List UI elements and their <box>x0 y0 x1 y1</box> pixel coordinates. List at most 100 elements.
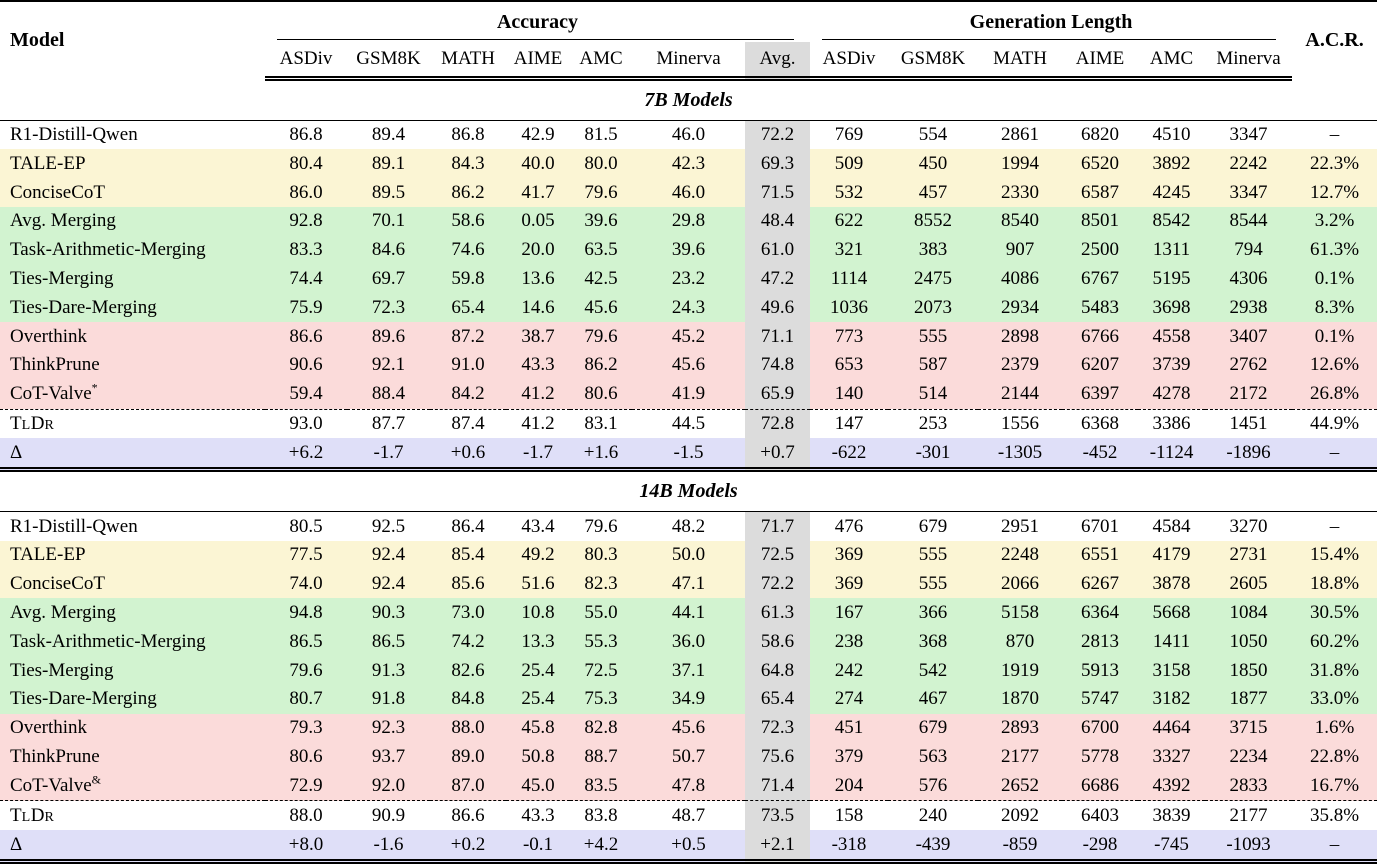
accuracy-cell: 48.4 <box>745 207 811 236</box>
accuracy-cell: 92.5 <box>371 515 406 537</box>
accuracy-cell: +1.6 <box>570 438 632 473</box>
acr-cell: 3.2% <box>1314 210 1355 232</box>
acr-cell: 0.1% <box>1314 268 1355 290</box>
generation-length-cell: 4278 <box>1138 379 1206 410</box>
accuracy-cell: 0.05 <box>521 210 555 232</box>
accuracy-cell: 69.3 <box>745 149 811 179</box>
accuracy-cell: 91.8 <box>371 688 406 710</box>
generation-length-cell: 6551 <box>1081 544 1120 566</box>
accuracy-cell: 43.4 <box>521 515 555 537</box>
acr-cell: 30.5% <box>1310 601 1360 623</box>
accuracy-cell: 42.3 <box>671 152 706 174</box>
accuracy-cell: 34.9 <box>671 688 706 710</box>
accuracy-cell: +4.2 <box>570 829 632 864</box>
accuracy-cell: 86.6 <box>451 804 485 826</box>
generation-length-cell: 238 <box>834 630 864 652</box>
generation-length-cell: 6397 <box>1062 379 1139 410</box>
generation-length-cell: 5195 <box>1152 268 1191 290</box>
acr-cell: 26.8% <box>1292 379 1377 410</box>
table-row: Avg. Merging 92.8 70.1 58.6 0.05 39.6 29.8 48.4… <box>0 207 1377 236</box>
acr-cell: 15.4% <box>1310 544 1360 566</box>
accuracy-cell: 36.0 <box>671 630 706 652</box>
accuracy-cell: 14.6 <box>521 296 555 318</box>
generation-length-cell: 451 <box>834 717 864 739</box>
generation-length-cell: 2234 <box>1229 745 1268 767</box>
acc-col-header-math: MATH <box>430 42 506 81</box>
generation-length-cell: 6403 <box>1081 804 1120 826</box>
accuracy-cell: 46.0 <box>671 124 706 146</box>
generation-length-cell: 4464 <box>1152 717 1191 739</box>
table-row: Task-Arithmetic-Merging 86.5 86.5 74.2 13.3 5… <box>0 627 1377 657</box>
accuracy-cell: 74.6 <box>451 239 485 261</box>
generation-length-cell: 2833 <box>1205 771 1293 802</box>
generation-length-cell: 1877 <box>1229 688 1268 710</box>
accuracy-cell: 42.5 <box>584 268 618 290</box>
generation-length-cell: 4306 <box>1229 268 1268 290</box>
accuracy-cell: 83.5 <box>570 771 632 802</box>
acc-col-header-gsm8k: GSM8K <box>347 42 430 81</box>
acr-cell: 1.6% <box>1314 717 1355 739</box>
accuracy-cell: 47.8 <box>632 771 745 802</box>
acr-cell: – <box>1329 515 1340 537</box>
accuracy-cell: 72.9 <box>265 771 347 802</box>
generation-length-cell: 587 <box>918 354 948 376</box>
generation-length-cell: 147 <box>834 413 864 435</box>
generation-length-cell: 1870 <box>1001 688 1040 710</box>
accuracy-cell: 73.0 <box>451 601 485 623</box>
accuracy-cell: 40.0 <box>521 152 555 174</box>
generation-length-cell: 2330 <box>1001 181 1040 203</box>
accuracy-cell: 86.5 <box>371 630 406 652</box>
generation-length-cell: 3182 <box>1152 688 1191 710</box>
accuracy-cell: -1.7 <box>347 438 430 473</box>
generation-length-cell: 576 <box>888 771 979 802</box>
generation-length-group-header: Generation Length <box>810 1 1293 42</box>
model-cell: ThinkPrune <box>10 354 100 376</box>
generation-length-cell: 366 <box>918 601 948 623</box>
accuracy-cell: 72.2 <box>745 120 811 150</box>
accuracy-cell: 72.3 <box>371 296 406 318</box>
generation-length-cell: -439 <box>888 829 979 864</box>
accuracy-cell: 74.8 <box>745 351 811 380</box>
accuracy-cell: 92.0 <box>347 771 430 802</box>
table-row: Δ +8.0 -1.6 +0.2 -0.1 +4.2 +0.5 +2.1 -318 -439 -85… <box>0 829 1377 864</box>
generation-length-cell: 274 <box>834 688 864 710</box>
accuracy-cell: 41.7 <box>521 181 555 203</box>
accuracy-cell: -0.1 <box>506 829 570 864</box>
accuracy-cell: 80.0 <box>584 152 618 174</box>
acr-cell: 22.8% <box>1310 745 1360 767</box>
accuracy-cell: 79.6 <box>584 325 618 347</box>
model-cell: Ties-Merging <box>10 659 114 681</box>
accuracy-cell: 84.6 <box>371 239 406 261</box>
generation-length-cell: 1556 <box>1001 413 1040 435</box>
model-cell: TALE-EP <box>10 152 86 174</box>
generation-length-cell: 6587 <box>1081 181 1120 203</box>
accuracy-cell: 74.0 <box>289 573 323 595</box>
acr-cell: – <box>1292 438 1377 473</box>
accuracy-cell: +2.1 <box>745 829 811 864</box>
accuracy-cell: 72.3 <box>745 713 811 743</box>
generation-length-cell: 4510 <box>1152 124 1191 146</box>
accuracy-cell: 85.4 <box>451 544 485 566</box>
model-cell: TLDR <box>10 413 55 435</box>
generation-length-cell: 794 <box>1234 239 1263 261</box>
accuracy-cell: 13.3 <box>521 630 555 652</box>
model-cell: R1-Distill-Qwen <box>10 515 138 537</box>
generation-length-cell: 1311 <box>1152 239 1191 261</box>
section-title-row: 14B Models <box>0 469 1377 513</box>
generation-length-cell: 532 <box>834 181 864 203</box>
accuracy-cell: 79.6 <box>289 659 323 681</box>
accuracy-cell: 93.7 <box>371 745 406 767</box>
accuracy-cell: 86.6 <box>289 325 323 347</box>
generation-length-cell: 769 <box>834 124 864 146</box>
generation-length-cell: 4392 <box>1138 771 1206 802</box>
acr-cell: 61.3% <box>1310 239 1360 261</box>
accuracy-cell: 72.5 <box>584 659 618 681</box>
generation-length-cell: 1850 <box>1229 659 1268 681</box>
model-cell: Δ <box>0 438 265 473</box>
accuracy-cell: 49.6 <box>745 293 811 323</box>
len-col-header-gsm8k: GSM8K <box>888 42 979 81</box>
acc-col-header-minerva: Minerva <box>632 42 745 81</box>
generation-length-cell: -1305 <box>978 438 1063 473</box>
accuracy-cell: 29.8 <box>671 210 706 232</box>
